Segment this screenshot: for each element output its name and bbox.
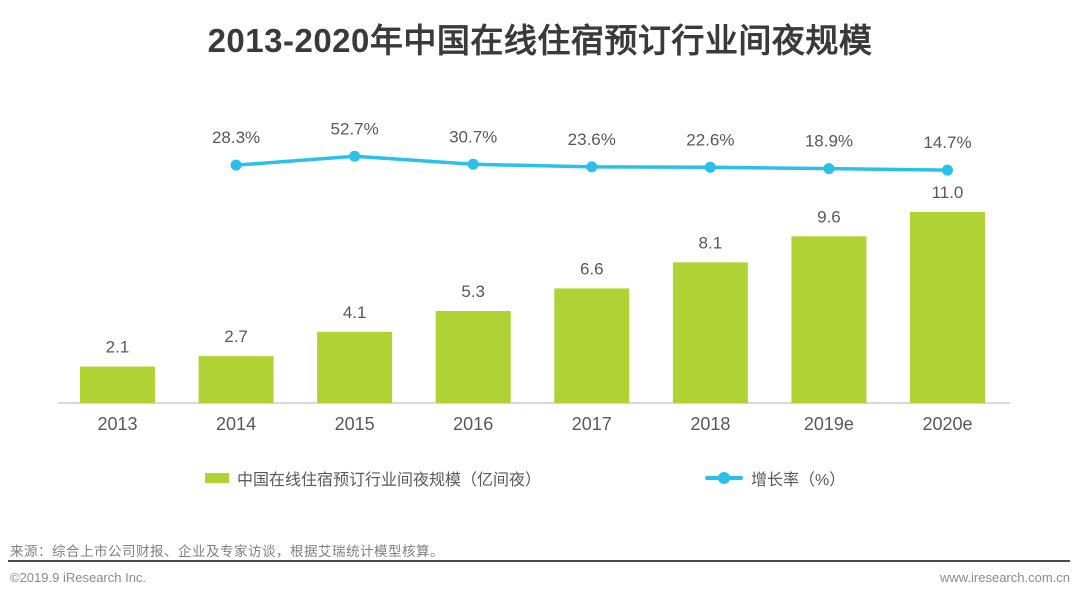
line-value-label: 30.7% — [449, 127, 497, 146]
x-axis-label-2014: 2014 — [216, 414, 256, 434]
bar-2016 — [435, 310, 511, 403]
source-note: 来源：综合上市公司财报、企业及专家访谈，根据艾瑞统计模型核算。 — [10, 544, 444, 559]
line-point — [586, 161, 598, 173]
line-value-label: 23.6% — [568, 130, 616, 149]
line-legend-label: 增长率（%） — [751, 472, 846, 489]
x-axis-label-2020e: 2020e — [922, 414, 972, 434]
bar-2014 — [198, 356, 274, 403]
line-value-label: 18.9% — [805, 132, 853, 151]
line-value-label: 28.3% — [212, 128, 260, 147]
bar-value-label: 9.6 — [817, 207, 841, 226]
bar-legend-swatch — [205, 473, 229, 483]
x-axis-label-2017: 2017 — [572, 414, 612, 434]
x-axis-label-2018: 2018 — [690, 414, 730, 434]
x-axis-label-2015: 2015 — [335, 414, 375, 434]
line-point — [941, 164, 953, 176]
line-point — [704, 161, 716, 173]
line-value-label: 22.6% — [686, 130, 734, 149]
bar-2020e — [909, 212, 985, 403]
x-axis-label-2019e: 2019e — [804, 414, 854, 434]
bar-line-chart: 2.1 2013 2.7 2014 4.1 2015 5.3 2016 6.6 2017 8.1 20… — [58, 119, 1010, 434]
bar-2017 — [554, 288, 630, 403]
footer-divider — [8, 560, 1070, 562]
bar-value-label: 2.7 — [224, 327, 248, 346]
website-url[interactable]: www.iresearch.com.cn — [939, 570, 1070, 585]
bar-value-label: 2.1 — [106, 338, 130, 357]
chart-title: 2013-2020年中国在线住宿预订行业间夜规模 — [207, 22, 873, 59]
legend-item-line: 增长率（%） — [705, 468, 846, 489]
line-value-label: 14.7% — [923, 133, 971, 152]
legend-item-bar: 中国在线住宿预订行业间夜规模（亿间夜） — [205, 468, 542, 489]
bar-2019e — [791, 236, 867, 403]
bar-2015 — [317, 331, 393, 403]
line-point — [230, 159, 242, 171]
bar-legend-label: 中国在线住宿预订行业间夜规模（亿间夜） — [237, 472, 542, 489]
line-point — [349, 150, 361, 162]
x-axis-label-2013: 2013 — [97, 414, 137, 434]
bar-value-label: 5.3 — [461, 282, 485, 301]
line-legend-marker — [705, 472, 743, 484]
bar-value-label: 6.6 — [580, 259, 604, 278]
copyright-text: ©2019.9 iResearch Inc. — [10, 570, 147, 585]
footer: ©2019.9 iResearch Inc. www.iresearch.com… — [10, 570, 1070, 585]
bar-value-label: 11.0 — [932, 183, 964, 202]
bar-2018 — [672, 262, 748, 403]
line-point — [467, 158, 479, 170]
bar-value-label: 4.1 — [343, 303, 367, 322]
line-point — [823, 163, 835, 175]
bar-value-label: 8.1 — [699, 233, 723, 252]
x-axis-label-2016: 2016 — [453, 414, 493, 434]
line-value-label: 52.7% — [331, 119, 379, 138]
bar-2013 — [80, 366, 155, 403]
